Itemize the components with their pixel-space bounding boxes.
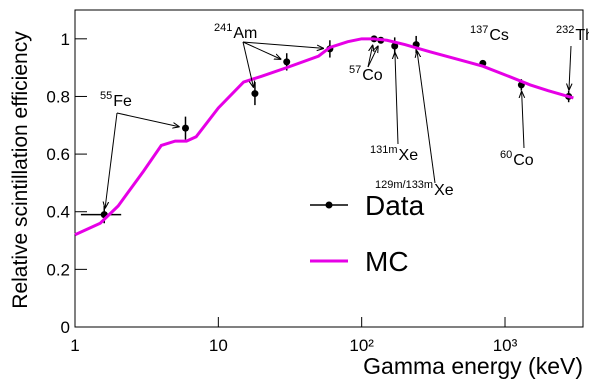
annotation-label: Th <box>575 27 589 44</box>
y-axis-title: Relative scintillation efficiency <box>9 31 32 309</box>
annotation-sup: 137 <box>470 24 488 36</box>
mc-line <box>74 37 574 237</box>
x-tick-label: 10 <box>209 336 228 355</box>
legend-label: MC <box>365 246 409 277</box>
plot-frame <box>74 9 584 328</box>
annotation-arrow <box>569 45 571 90</box>
data-point <box>181 124 189 132</box>
legend-label: Data <box>365 190 425 221</box>
annotation-arrow <box>395 52 399 145</box>
annotation-arrow <box>242 41 281 59</box>
annotation-sup: 55 <box>100 90 112 102</box>
y-tick-label: 1 <box>61 30 70 49</box>
y-tick-label: 0.4 <box>46 203 70 222</box>
annotation-sup: 131m <box>370 144 398 156</box>
annotation-sup: 241 <box>214 22 232 34</box>
annotation-sup: 129m/133m <box>375 179 433 191</box>
data-point <box>283 58 291 66</box>
annotation-sup: 57 <box>349 64 361 76</box>
annotation-arrow <box>417 51 436 184</box>
data-point <box>251 90 259 98</box>
annotation-arrow <box>367 46 378 68</box>
annotation-sup: 232 <box>556 24 574 36</box>
x-tick-label: 10³ <box>493 336 518 355</box>
annotation-arrow <box>522 91 524 149</box>
y-tick-label: 0 <box>61 318 70 337</box>
annotation-sup: 60 <box>500 149 512 161</box>
legend-marker <box>325 201 333 209</box>
annotation-label: Xe <box>399 147 419 164</box>
annotation-arrow <box>105 112 118 209</box>
annotation-arrow <box>367 45 373 68</box>
annotation-label: Am <box>233 25 257 42</box>
annotation-label: Xe <box>434 182 454 199</box>
annotation-label: Co <box>362 67 383 84</box>
x-tick-label: 10² <box>349 336 374 355</box>
x-axis-title: Gamma energy (keV) <box>363 353 583 379</box>
y-tick-label: 0.8 <box>46 87 70 106</box>
annotation-label: Fe <box>113 93 132 110</box>
y-tick-label: 0.2 <box>46 260 70 279</box>
data-point <box>391 42 399 50</box>
x-tick-label: 1 <box>70 336 79 355</box>
annotation-arrow <box>242 41 324 48</box>
annotation-label: Cs <box>489 27 509 44</box>
annotation-arrow <box>242 41 254 88</box>
y-tick-label: 0.6 <box>46 145 70 164</box>
annotation-arrow <box>116 112 180 127</box>
annotation-label: Co <box>513 152 534 169</box>
